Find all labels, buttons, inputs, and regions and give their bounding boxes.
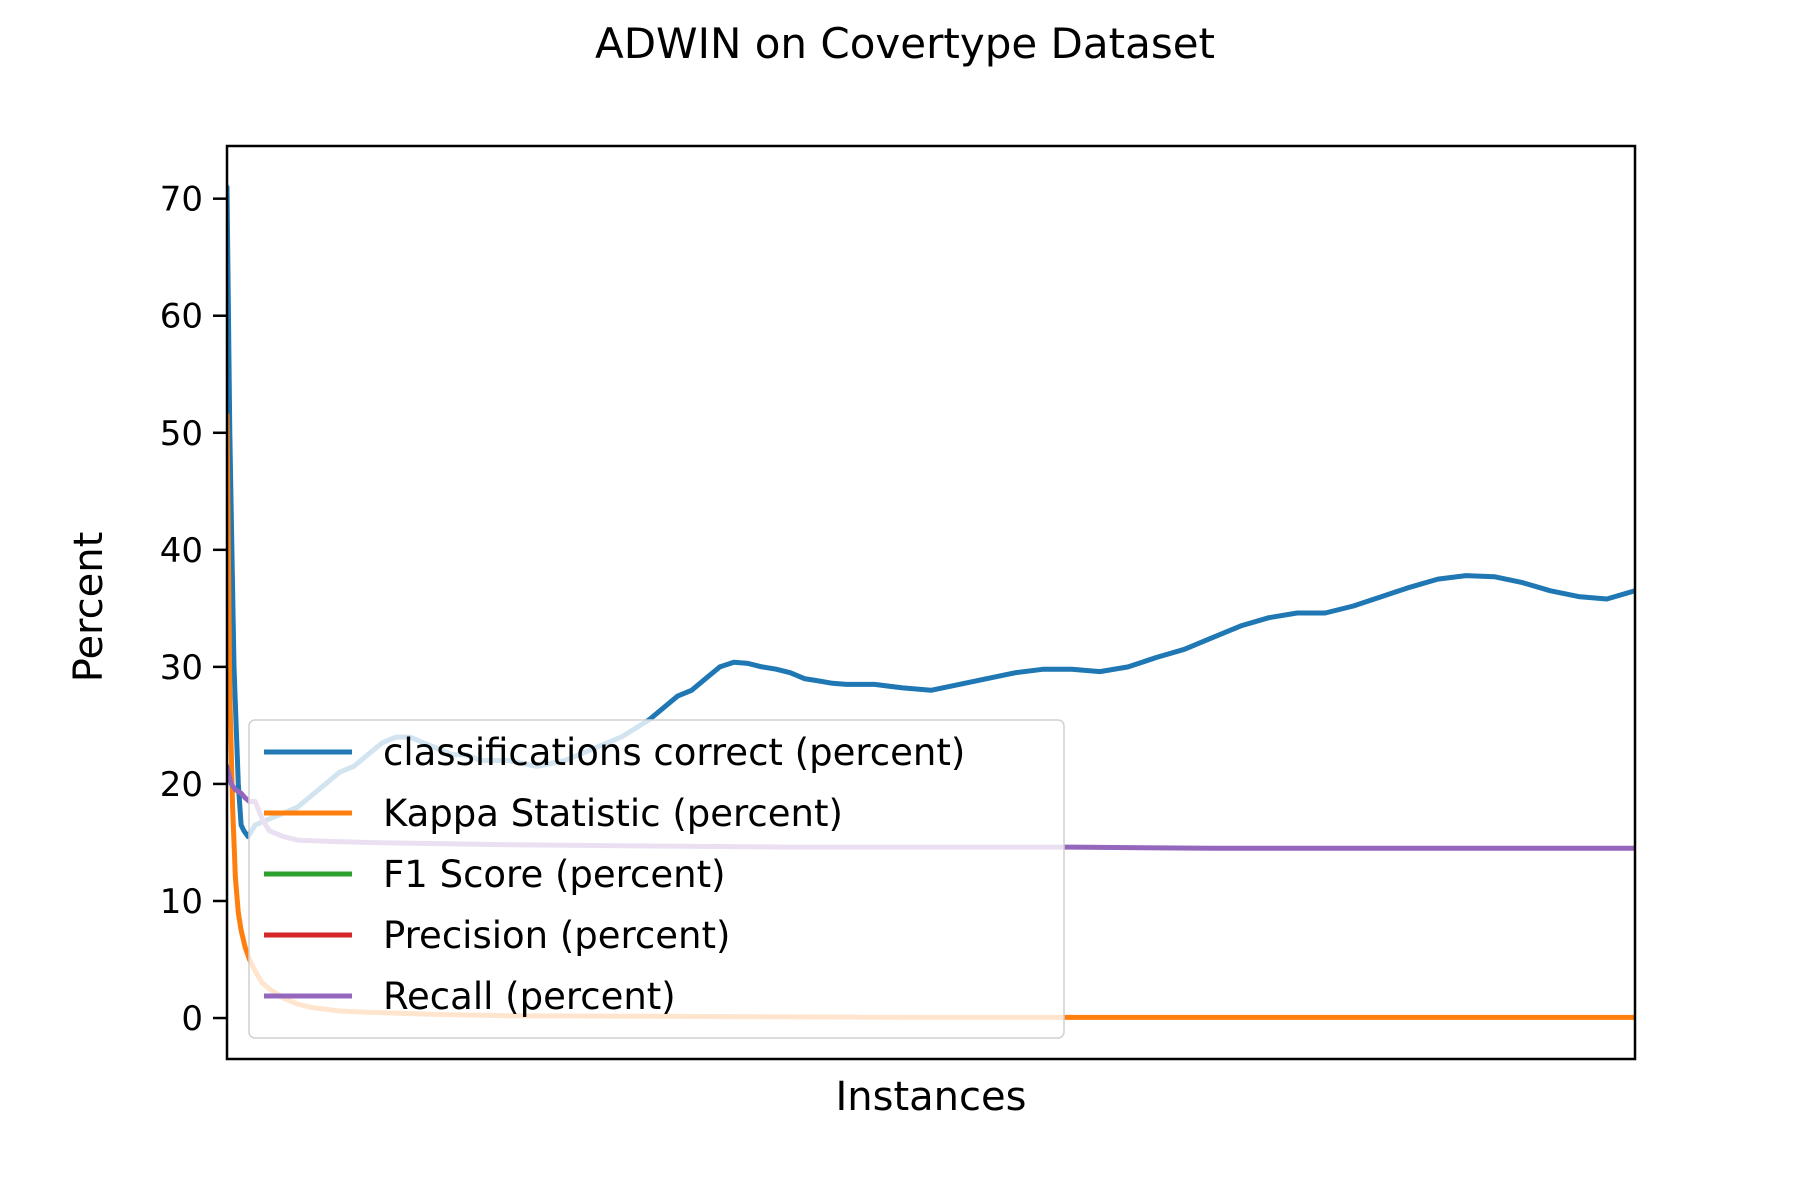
y-tick-label: 40: [160, 531, 203, 571]
legend-label: Kappa Statistic (percent): [383, 792, 843, 835]
legend-label: classifications correct (percent): [383, 731, 965, 774]
chart-title: ADWIN on Covertype Dataset: [595, 19, 1215, 68]
y-tick-label: 50: [160, 414, 203, 454]
legend-label: F1 Score (percent): [383, 853, 726, 896]
legend-label: Recall (percent): [383, 975, 676, 1018]
y-tick-label: 10: [160, 882, 203, 922]
y-tick-label: 70: [160, 180, 203, 220]
legend-box: [248, 719, 1065, 1039]
y-tick-label: 20: [160, 765, 203, 805]
plot-frame: [225, 144, 1637, 1061]
y-tick-label: 30: [160, 648, 203, 688]
y-tick-label: 0: [181, 999, 203, 1039]
legend: classifications correct (percent) Kappa S…: [248, 719, 1065, 1039]
y-axis-ticks: 0 10 20 30 40 50 60 70: [160, 180, 227, 1039]
y-tick-label: 60: [160, 297, 203, 337]
x-axis-label: Instances: [836, 1074, 1027, 1120]
y-axis-label: Percent: [66, 532, 112, 683]
legend-label: Precision (percent): [383, 914, 730, 957]
